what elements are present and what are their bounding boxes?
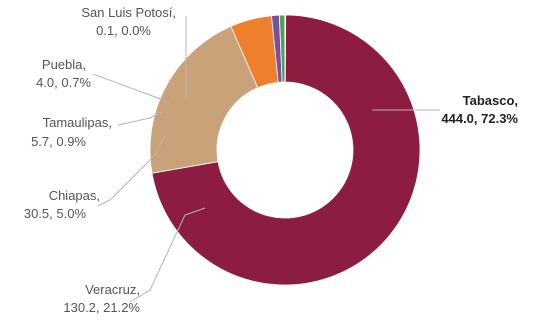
label-veracruz-name: Veracruz,	[85, 282, 140, 297]
slice-labels: Tabasco, 444.0, 72.3% Veracruz, 130.2, 2…	[24, 5, 519, 315]
label-sanluis-name: San Luis Potosí,	[81, 5, 176, 20]
label-sanluis-value: 0.1, 0.0%	[96, 23, 151, 38]
leader-lines	[92, 16, 440, 303]
label-puebla-value: 4.0, 0.7%	[36, 75, 91, 90]
label-tabasco-name: Tabasco,	[463, 93, 518, 108]
donut-slices	[149, 14, 421, 286]
label-puebla-name: Puebla,	[42, 57, 86, 72]
slice-veracruz	[149, 25, 259, 174]
label-chiapas-value: 30.5, 5.0%	[24, 206, 87, 221]
leader-line-chiapas	[97, 134, 166, 207]
label-tamaulipas-name: Tamaulipas,	[43, 115, 112, 130]
label-veracruz-value: 130.2, 21.2%	[63, 300, 140, 315]
label-tabasco-value: 444.0, 72.3%	[441, 111, 518, 126]
slice-tabasco	[151, 14, 421, 286]
label-chiapas-name: Chiapas,	[49, 188, 100, 203]
leader-line-tamaulipas	[117, 111, 163, 126]
leader-line-puebla	[92, 73, 171, 104]
leader-line-veracruz	[129, 207, 206, 303]
label-tamaulipas-value: 5.7, 0.9%	[31, 134, 86, 149]
slice-san-luis-potosí	[284, 14, 287, 83]
